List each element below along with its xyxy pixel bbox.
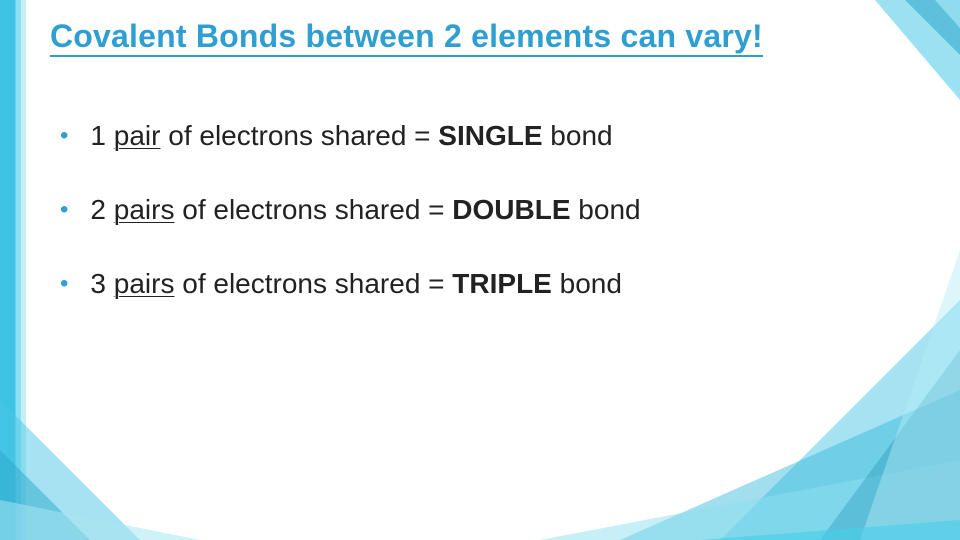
slide: Covalent Bonds between 2 elements can va… bbox=[0, 0, 960, 540]
bullet-item: • 1 pair of electrons shared = SINGLE bon… bbox=[60, 120, 900, 152]
bullet-count: 3 bbox=[90, 268, 106, 299]
bullet-quantity-underlined: pairs bbox=[114, 194, 175, 225]
bullet-mid: of electrons shared = bbox=[174, 268, 452, 299]
bullet-item: • 3 pairs of electrons shared = TRIPLE bo… bbox=[60, 268, 900, 300]
bullet-count: 1 bbox=[90, 120, 106, 151]
left-accent-stripe bbox=[0, 0, 26, 540]
bullet-suffix: bond bbox=[571, 194, 641, 225]
bullet-mid: of electrons shared = bbox=[160, 120, 438, 151]
bullet-dot-icon: • bbox=[60, 124, 68, 148]
bullet-quantity-underlined: pairs bbox=[114, 268, 175, 299]
bullet-suffix: bond bbox=[543, 120, 613, 151]
bullet-suffix: bond bbox=[552, 268, 622, 299]
title-pre: Covalent Bonds between 2 elements can bbox=[50, 18, 685, 54]
title-post: ! bbox=[752, 18, 763, 54]
bullet-text: 1 pair of electrons shared = SINGLE bond bbox=[90, 120, 612, 152]
slide-title: Covalent Bonds between 2 elements can va… bbox=[50, 18, 920, 55]
bullet-text: 3 pairs of electrons shared = TRIPLE bon… bbox=[90, 268, 622, 300]
bullet-quantity-underlined: pair bbox=[114, 120, 161, 151]
slide-body: • 1 pair of electrons shared = SINGLE bon… bbox=[60, 120, 900, 342]
bullet-bond-type: TRIPLE bbox=[452, 268, 552, 299]
bullet-dot-icon: • bbox=[60, 272, 68, 296]
bullet-text: 2 pairs of electrons shared = DOUBLE bon… bbox=[90, 194, 640, 226]
bullet-bond-type: DOUBLE bbox=[452, 194, 570, 225]
bullet-count: 2 bbox=[90, 194, 106, 225]
bullet-mid: of electrons shared = bbox=[174, 194, 452, 225]
bullet-item: • 2 pairs of electrons shared = DOUBLE bo… bbox=[60, 194, 900, 226]
bullet-bond-type: SINGLE bbox=[438, 120, 542, 151]
bullet-dot-icon: • bbox=[60, 198, 68, 222]
title-underlined: vary bbox=[685, 18, 752, 54]
